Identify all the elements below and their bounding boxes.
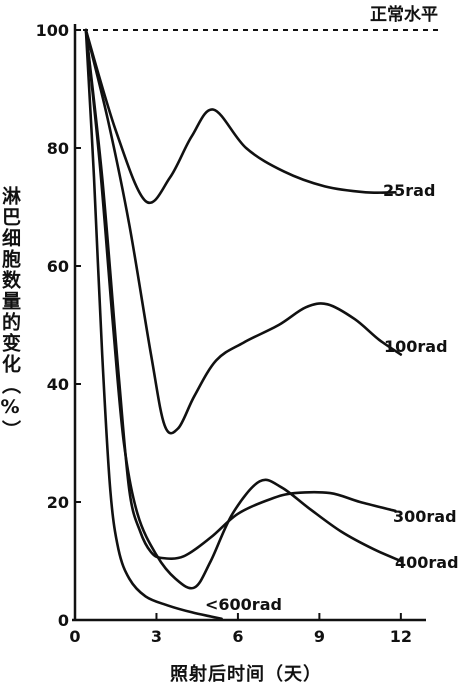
series-label-5: <600rad xyxy=(205,595,282,614)
series-label-group: 25rad 100rad 300rad 400rad <600rad xyxy=(205,181,459,614)
y-tick-label: 60 xyxy=(47,257,69,276)
x-tick-label: 6 xyxy=(232,627,243,646)
axes: 0 20 40 60 80 100 0 3 6 9 12 xyxy=(36,21,426,646)
series-group xyxy=(84,28,403,621)
series-line-1 xyxy=(84,28,397,205)
x-tick-label: 3 xyxy=(151,627,162,646)
y-tick-label: 0 xyxy=(58,611,69,630)
y-tick-label: 100 xyxy=(36,21,69,40)
series-line-2 xyxy=(84,28,403,435)
normal-level-label: 正常水平 xyxy=(370,4,438,25)
reference-line-group: 正常水平 xyxy=(83,4,438,31)
x-tick-label: 12 xyxy=(390,627,412,646)
y-tick-label: 20 xyxy=(47,493,69,512)
y-tick-label: 80 xyxy=(47,139,69,158)
x-tick-label: 9 xyxy=(314,627,325,646)
x-axis-label: 照射后时间（天） xyxy=(170,664,322,685)
y-axis-label: 淋巴细胞数量的变化（%） xyxy=(0,186,21,441)
series-line-5 xyxy=(84,28,223,621)
series-label-2: 100rad xyxy=(384,337,448,356)
x-tick-label: 0 xyxy=(69,627,80,646)
series-line-3 xyxy=(84,28,397,560)
y-tick-label: 40 xyxy=(47,375,69,394)
series-label-3: 300rad xyxy=(393,507,457,526)
series-label-1: 25rad xyxy=(383,181,435,200)
series-label-4: 400rad xyxy=(395,553,459,572)
series-line-4 xyxy=(84,28,403,590)
